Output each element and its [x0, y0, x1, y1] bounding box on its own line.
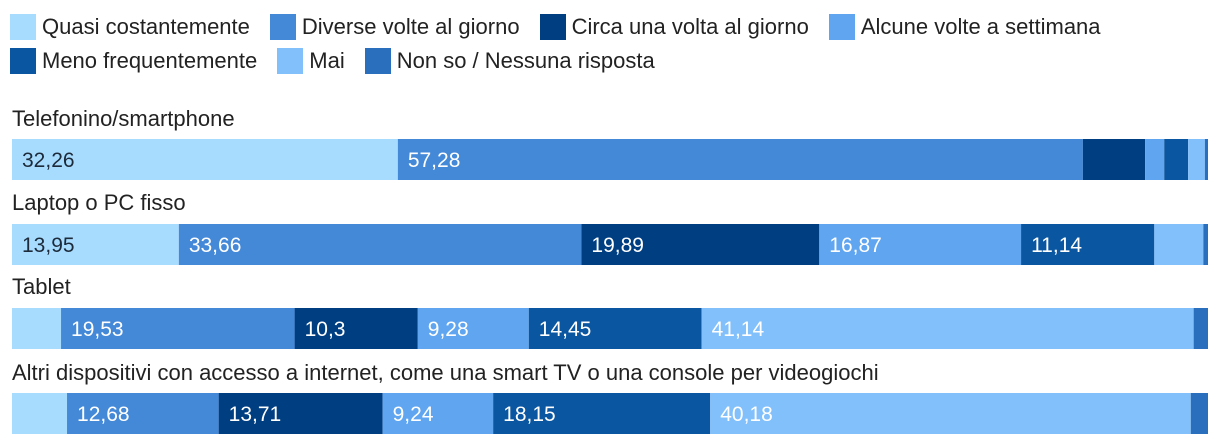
bar-segment-alcune-volte-a-settimana: [382, 393, 494, 434]
data-label: 33,66: [189, 234, 242, 257]
legend-item-meno-frequentemente: Meno frequentemente: [10, 48, 257, 74]
legend-item-quasi-costantemente: Quasi costantemente: [10, 14, 250, 40]
legend-item-diverse-volte-al-giorno: Diverse volte al giorno: [269, 14, 520, 40]
legend-item-circa-una-volta-al-giorno: Circa una volta al giorno: [539, 14, 809, 40]
bar-segment-diverse-volte-al-giorno: [178, 224, 582, 265]
data-label: 40,18: [720, 403, 773, 426]
legend-label: Meno frequentemente: [42, 48, 258, 73]
legend-item-non-so-nessuna-risposta: Non so / Nessuna risposta: [364, 48, 655, 74]
bar-segment-diverse-volte-al-giorno: [397, 139, 1083, 180]
bar-segment-meno-frequentemente: [1021, 224, 1155, 265]
legend-label: Mai: [309, 48, 345, 73]
bar-segment-quasi-costantemente: [12, 393, 68, 434]
bar-segment-mai: [701, 308, 1194, 349]
category-label: Telefonino/smartphone: [12, 106, 235, 131]
legend-swatch: [10, 14, 36, 40]
data-label: 16,87: [829, 234, 882, 257]
bar-segment-alcune-volte-a-settimana: [417, 308, 529, 349]
legend-swatch: [277, 48, 304, 74]
bar-segment-circa-una-volta-al-giorno: [581, 224, 820, 265]
bar-segment-meno-frequentemente: [493, 393, 711, 434]
legend-row: Meno frequentemente Mai Non so / Nessuna r…: [10, 44, 1210, 78]
data-label: 57,28: [408, 149, 461, 172]
category-label: Tablet: [12, 274, 71, 299]
legend-row: Quasi costantemente Diverse volte al gior…: [10, 10, 1210, 44]
data-label: 18,15: [503, 403, 556, 426]
data-label: 12,68: [77, 403, 130, 426]
bar-segment-non-so-nessuna-risposta: [1193, 308, 1208, 349]
bar-segment-circa-una-volta-al-giorno: [294, 308, 418, 349]
bar-segment-meno-frequentemente: [1164, 139, 1189, 180]
bar-segment-mai: [710, 393, 1191, 434]
legend-label: Quasi costantemente: [42, 14, 250, 39]
data-label: 41,14: [712, 318, 765, 341]
data-label: 19,53: [71, 318, 124, 341]
bar-segment-diverse-volte-al-giorno: [61, 308, 295, 349]
bar-segment-mai: [1154, 224, 1204, 265]
data-label: 9,24: [393, 403, 434, 426]
data-label: 9,28: [428, 318, 469, 341]
bar-segment-quasi-costantemente: [12, 308, 62, 349]
bar-segment-diverse-volte-al-giorno: [67, 393, 219, 434]
bar-segment-non-so-nessuna-risposta: [1203, 224, 1208, 265]
legend-item-alcune-volte-a-settimana: Alcune volte a settimana: [828, 14, 1101, 40]
bar-segment-quasi-costantemente: [12, 139, 398, 180]
data-label: 19,89: [591, 234, 644, 257]
bar-segment-alcune-volte-a-settimana: [819, 224, 1022, 265]
legend-swatch: [269, 14, 296, 40]
data-label: 13,71: [229, 403, 282, 426]
data-label: 32,26: [22, 149, 75, 172]
legend-label: Diverse volte al giorno: [301, 14, 520, 39]
bar-segment-meno-frequentemente: [528, 308, 702, 349]
legend-label: Non so / Nessuna risposta: [396, 48, 655, 73]
bar-segment-non-so-nessuna-risposta: [1204, 139, 1208, 180]
bar-segment-quasi-costantemente: [12, 224, 179, 265]
bar-segment-non-so-nessuna-risposta: [1190, 393, 1208, 434]
data-label: 14,45: [539, 318, 592, 341]
legend-swatch: [539, 14, 566, 40]
legend: Quasi costantemente Diverse volte al gior…: [10, 10, 1210, 78]
bar-segment-mai: [1188, 139, 1205, 180]
legend-label: Alcune volte a settimana: [860, 14, 1101, 39]
legend-swatch: [828, 14, 855, 40]
category-label: Altri dispositivi con accesso a internet…: [12, 360, 879, 385]
legend-swatch: [10, 48, 36, 74]
data-label: 11,14: [1031, 234, 1082, 257]
legend-item-mai: Mai: [277, 48, 345, 74]
data-label: 10,3: [305, 318, 346, 341]
bar-segment-circa-una-volta-al-giorno: [218, 393, 383, 434]
data-label: 13,95: [22, 234, 75, 257]
bar-segment-circa-una-volta-al-giorno: [1082, 139, 1146, 180]
legend-label: Circa una volta al giorno: [571, 14, 809, 39]
bar-segment-alcune-volte-a-settimana: [1145, 139, 1165, 180]
legend-swatch: [364, 48, 391, 74]
category-label: Laptop o PC fisso: [12, 190, 186, 215]
